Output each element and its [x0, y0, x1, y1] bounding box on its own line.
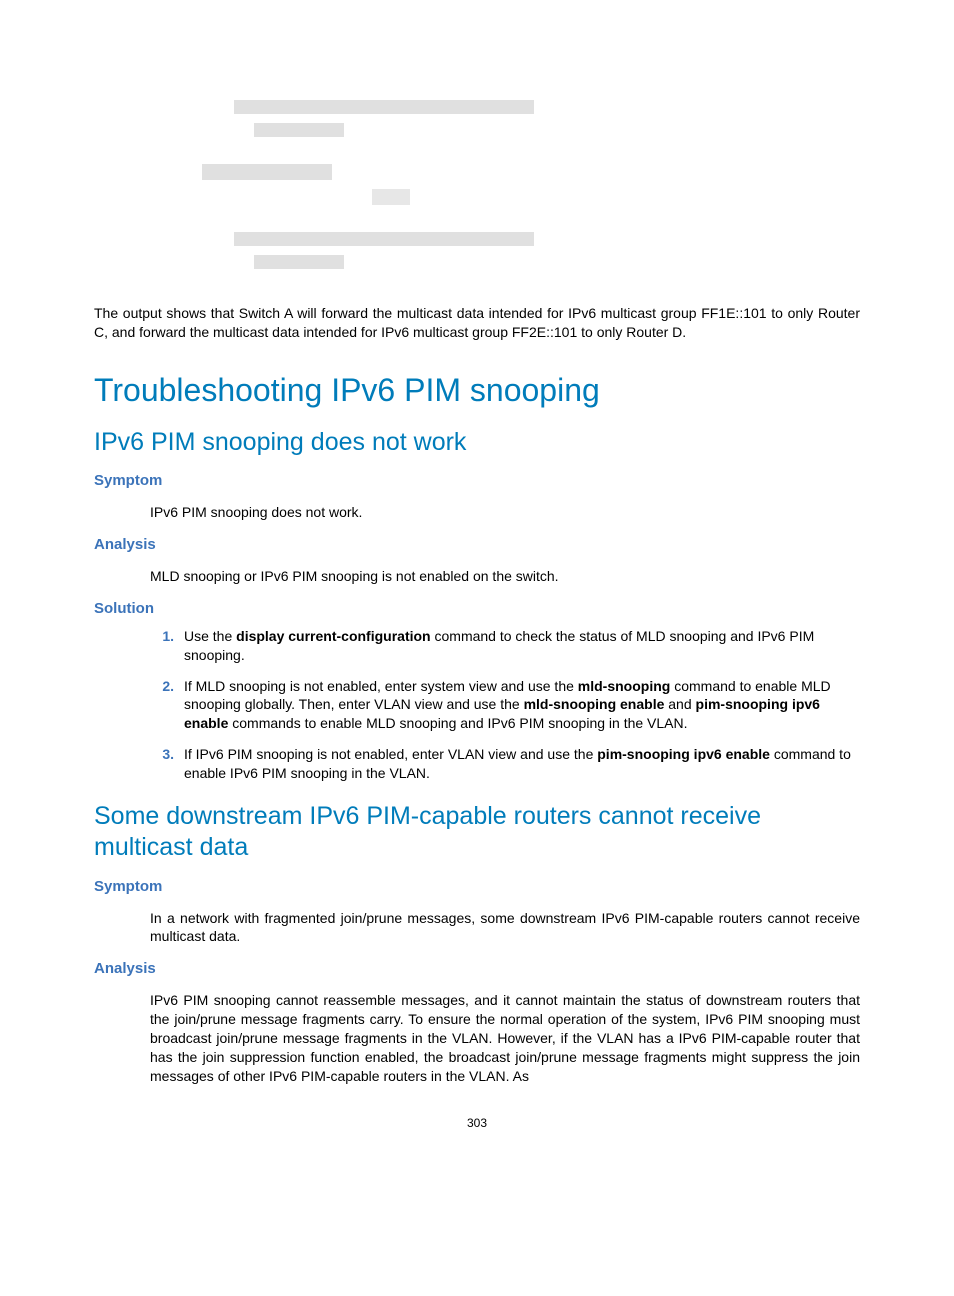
solution-label: Solution	[94, 600, 860, 617]
body-text: If IPv6 PIM snooping is not enabled, ent…	[184, 746, 597, 762]
redacted-block	[164, 100, 860, 274]
redacted-row	[164, 255, 860, 274]
list-body: Use the display current-configuration co…	[184, 627, 860, 665]
list-number: 1.	[150, 627, 184, 665]
heading-2-problem-2: Some downstream IPv6 PIM-capable routers…	[94, 801, 860, 864]
analysis-label: Analysis	[94, 536, 860, 553]
command-text: pim-snooping ipv6 enable	[597, 746, 770, 762]
command-text: mld-snooping	[578, 678, 671, 694]
redacted-bar	[202, 164, 332, 180]
command-text: mld-snooping enable	[524, 696, 665, 712]
body-text: and	[664, 696, 695, 712]
body-text: Use the	[184, 628, 236, 644]
redacted-row	[164, 189, 860, 210]
redacted-row	[164, 232, 860, 251]
heading-2-problem-1: IPv6 PIM snooping does not work	[94, 427, 860, 458]
body-text: If MLD snooping is not enabled, enter sy…	[184, 678, 578, 694]
symptom-label-2: Symptom	[94, 878, 860, 895]
document-page: The output shows that Switch A will forw…	[0, 0, 954, 1150]
redacted-row	[164, 123, 860, 142]
intro-paragraph: The output shows that Switch A will forw…	[94, 304, 860, 342]
analysis-text: MLD snooping or IPv6 PIM snooping is not…	[150, 567, 860, 586]
list-number: 2.	[150, 677, 184, 734]
redacted-bar	[234, 232, 534, 246]
symptom-text: IPv6 PIM snooping does not work.	[150, 503, 860, 522]
symptom-label: Symptom	[94, 472, 860, 489]
heading-1: Troubleshooting IPv6 PIM snooping	[94, 372, 860, 409]
redacted-row	[164, 164, 860, 185]
page-number: 303	[94, 1116, 860, 1130]
redacted-bar	[372, 189, 410, 205]
solution-item: 2.If MLD snooping is not enabled, enter …	[150, 677, 860, 734]
redacted-bar	[254, 255, 344, 269]
redacted-bar	[234, 100, 534, 114]
solution-item: 1.Use the display current-configuration …	[150, 627, 860, 665]
solution-item: 3.If IPv6 PIM snooping is not enabled, e…	[150, 745, 860, 783]
redacted-row	[164, 100, 860, 119]
analysis-text-2: IPv6 PIM snooping cannot reassemble mess…	[150, 991, 860, 1085]
symptom-text-2: In a network with fragmented join/prune …	[150, 909, 860, 947]
solution-list: 1.Use the display current-configuration …	[150, 627, 860, 783]
list-number: 3.	[150, 745, 184, 783]
redacted-bar	[254, 123, 344, 137]
body-text: commands to enable MLD snooping and IPv6…	[228, 715, 687, 731]
analysis-label-2: Analysis	[94, 960, 860, 977]
list-body: If MLD snooping is not enabled, enter sy…	[184, 677, 860, 734]
list-body: If IPv6 PIM snooping is not enabled, ent…	[184, 745, 860, 783]
command-text: display current-configuration	[236, 628, 430, 644]
